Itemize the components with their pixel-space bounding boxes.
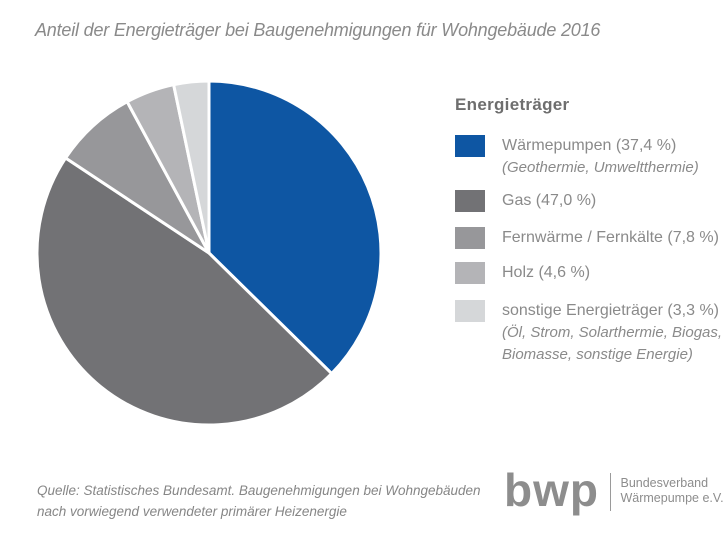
legend-label: Holz (4,6 %) — [502, 264, 591, 281]
legend-item-fernwaerme: Fernwärme / Fernkälte (7,8 %) — [455, 227, 719, 249]
legend-item-gas: Gas (47,0 %) — [455, 190, 596, 212]
pie-slice-0 — [207, 79, 383, 376]
pie-chart — [34, 78, 384, 428]
legend-swatch-holz — [455, 262, 485, 284]
legend-swatch-sonstige — [455, 300, 485, 322]
legend-sublabel: (Geothermie, Umweltthermie) — [502, 159, 699, 176]
bwp-logo-orgname: Bundesverband Wärmepumpe e.V. — [620, 476, 724, 505]
chart-title: Anteil der Energieträger bei Baugenehmig… — [35, 20, 601, 40]
legend-swatch-fernwaerme — [455, 227, 485, 249]
legend-label: Wärmepumpen (37,4 %) — [502, 137, 677, 154]
legend-swatch-gas — [455, 190, 485, 212]
bwp-logo-wordmark: bwp — [504, 464, 599, 516]
pie-svg — [35, 79, 383, 427]
pie-slice-4 — [172, 79, 211, 255]
legend-sublabel: (Öl, Strom, Solarthermie, Biogas, Biomas… — [502, 324, 723, 363]
source-note: Quelle: Statistisches Bundesamt. Baugene… — [37, 483, 481, 519]
legend-label: sonstige Energieträger (3,3 %) — [502, 302, 719, 319]
legend: Energieträger Wärmepumpen (37,4 %) (Geot… — [455, 95, 723, 425]
legend-label: Gas (47,0 %) — [502, 192, 597, 209]
legend-item-sonstige: sonstige Energieträger (3,3 %) (Öl, Stro… — [455, 300, 722, 366]
legend-item-holz: Holz (4,6 %) — [455, 262, 590, 284]
bwp-logo: bwp Bundesverband Wärmepumpe e.V. — [504, 464, 724, 516]
legend-swatch-waermepumpen — [455, 135, 485, 157]
legend-label: Fernwärme / Fernkälte (7,8 %) — [502, 229, 719, 246]
legend-item-waermepumpen: Wärmepumpen (37,4 %) (Geothermie, Umwelt… — [455, 135, 699, 179]
logo-divider — [609, 473, 612, 511]
pie-slice-1 — [35, 156, 334, 427]
legend-title: Energieträger — [455, 95, 570, 114]
